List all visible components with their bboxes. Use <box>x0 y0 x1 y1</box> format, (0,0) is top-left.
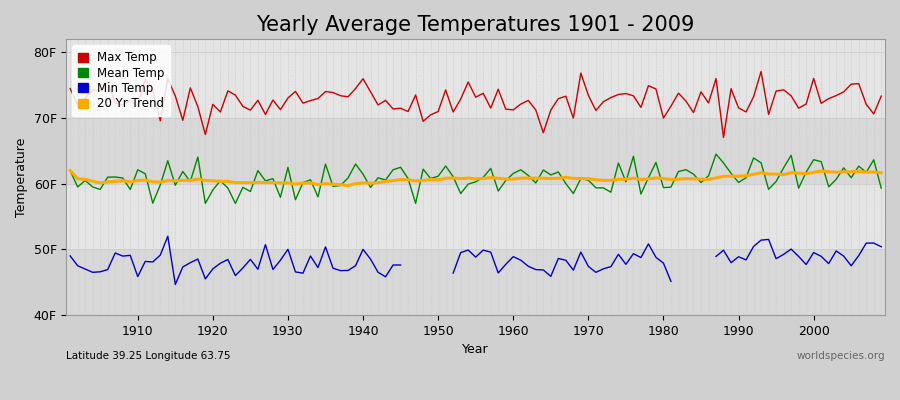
Title: Yearly Average Temperatures 1901 - 2009: Yearly Average Temperatures 1901 - 2009 <box>256 15 695 35</box>
Max Temp <box>290 89 301 94</box>
Mean Temp <box>200 201 211 206</box>
Mean Temp <box>876 186 886 190</box>
Max Temp <box>335 93 346 98</box>
20 Yr Trend <box>508 177 518 182</box>
Max Temp <box>65 86 76 91</box>
Mean Temp <box>508 171 518 176</box>
Bar <box>67 118 885 184</box>
Min Temp <box>508 254 518 259</box>
Min Temp <box>290 270 301 274</box>
Line: Mean Temp: Mean Temp <box>70 154 881 203</box>
Max Temp <box>125 98 136 102</box>
20 Yr Trend <box>65 168 76 173</box>
Max Temp <box>598 99 608 104</box>
Min Temp <box>125 253 136 258</box>
20 Yr Trend <box>343 183 354 188</box>
20 Yr Trend <box>335 182 346 187</box>
Text: worldspecies.org: worldspecies.org <box>796 351 885 361</box>
Line: Min Temp: Min Temp <box>70 236 881 284</box>
Text: Latitude 39.25 Longitude 63.75: Latitude 39.25 Longitude 63.75 <box>67 351 231 361</box>
Legend: Max Temp, Mean Temp, Min Temp, 20 Yr Trend: Max Temp, Mean Temp, Min Temp, 20 Yr Tre… <box>72 45 170 116</box>
Mean Temp <box>343 176 354 180</box>
Bar <box>67 249 885 315</box>
Line: 20 Yr Trend: 20 Yr Trend <box>70 170 881 186</box>
Min Temp <box>335 268 346 273</box>
X-axis label: Year: Year <box>463 343 489 356</box>
Mean Temp <box>711 152 722 156</box>
Bar <box>67 39 885 118</box>
Max Temp <box>500 107 511 112</box>
Min Temp <box>876 244 886 249</box>
Min Temp <box>606 264 616 269</box>
Max Temp <box>756 69 767 74</box>
20 Yr Trend <box>876 170 886 175</box>
Mean Temp <box>606 190 616 195</box>
Min Temp <box>65 254 76 258</box>
20 Yr Trend <box>290 182 301 186</box>
20 Yr Trend <box>516 176 526 180</box>
20 Yr Trend <box>606 178 616 183</box>
Mean Temp <box>298 180 309 185</box>
Min Temp <box>516 258 526 262</box>
Max Temp <box>508 108 518 112</box>
Mean Temp <box>65 168 76 173</box>
Bar <box>67 184 885 249</box>
Max Temp <box>876 94 886 98</box>
Mean Temp <box>125 187 136 192</box>
Mean Temp <box>516 167 526 172</box>
20 Yr Trend <box>125 179 136 184</box>
Max Temp <box>718 135 729 140</box>
Line: Max Temp: Max Temp <box>70 72 881 137</box>
Y-axis label: Temperature: Temperature <box>15 138 28 217</box>
